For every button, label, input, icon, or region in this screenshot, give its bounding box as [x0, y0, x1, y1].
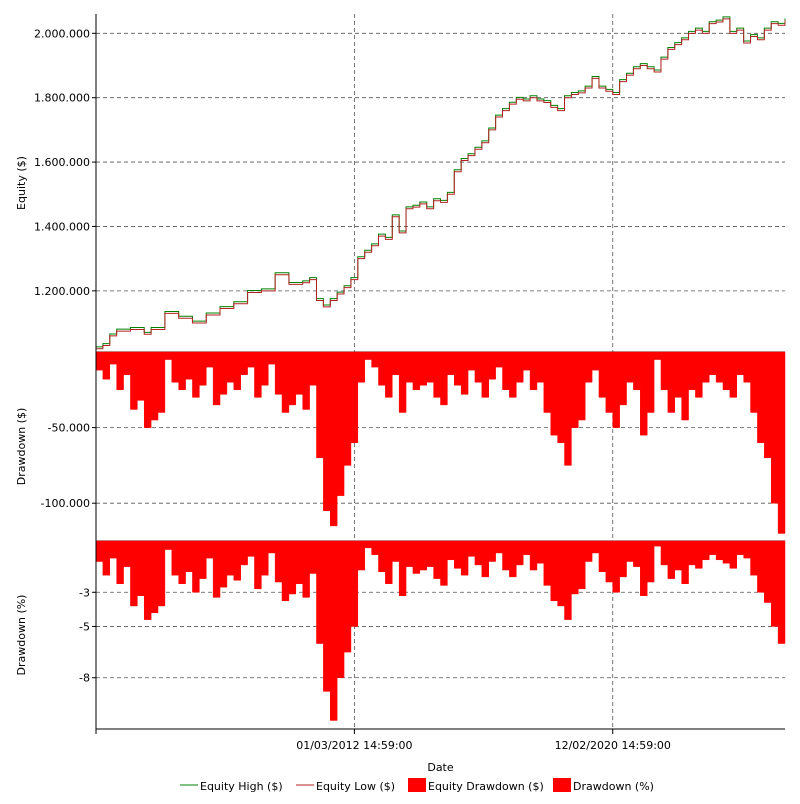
legend-item-equity-low: Equity Low ($) [296, 780, 395, 793]
y-tick-label: 1.600.000 [34, 156, 90, 169]
y-tick-label: -8 [79, 672, 90, 685]
y-tick-label: 2.000.000 [34, 27, 90, 40]
drawdown-usd-area [95, 351, 786, 534]
legend-label: Equity Low ($) [316, 780, 395, 793]
y-tick-label: -100.000 [41, 497, 90, 510]
y-tick-label: -3 [79, 586, 90, 599]
x-axis: 01/03/2012 14:59:00 12/02/2020 14:59:00 … [95, 729, 671, 774]
drawdown-pct-panel: -3 -5 -8 [79, 540, 786, 730]
y-tick-label: -5 [79, 620, 90, 633]
legend-swatch-red [553, 778, 571, 792]
drawdown-pct-area [95, 540, 786, 721]
y-axis-label-drawdown-usd: Drawdown ($) [15, 408, 28, 486]
legend-label: Equity Drawdown ($) [428, 780, 544, 793]
legend-item-equity-drawdown: Equity Drawdown ($) [408, 778, 544, 793]
legend-item-drawdown-pct: Drawdown (%) [553, 778, 654, 793]
equity-panel: 1.200.000 1.400.000 1.600.000 1.800.000 2.00… [34, 14, 786, 353]
y-tick-label: 1.400.000 [34, 220, 90, 233]
equity-low-line [96, 18, 786, 350]
legend-label: Equity High ($) [200, 780, 283, 793]
y-tick-label: 1.800.000 [34, 92, 90, 105]
legend-swatch-red [408, 778, 426, 792]
y-tick-label: -50.000 [48, 422, 90, 435]
y-axis-labels: Equity ($) Drawdown ($) Drawdown (%) [15, 156, 28, 675]
y-axis-label-equity: Equity ($) [15, 156, 28, 210]
legend-item-equity-high: Equity High ($) [180, 780, 283, 793]
y-tick-label: 1.200.000 [34, 285, 90, 298]
x-axis-label: Date [427, 761, 454, 774]
legend: Equity High ($) Equity Low ($) Equity Dr… [180, 778, 654, 793]
legend-label: Drawdown (%) [573, 780, 654, 793]
x-tick-label: 01/03/2012 14:59:00 [296, 739, 412, 752]
x-tick-label: 12/02/2020 14:59:00 [555, 739, 671, 752]
drawdown-usd-panel: -50.000 -100.000 [41, 351, 786, 542]
equity-high-line [96, 16, 786, 348]
y-axis-label-drawdown-pct: Drawdown (%) [15, 595, 28, 676]
